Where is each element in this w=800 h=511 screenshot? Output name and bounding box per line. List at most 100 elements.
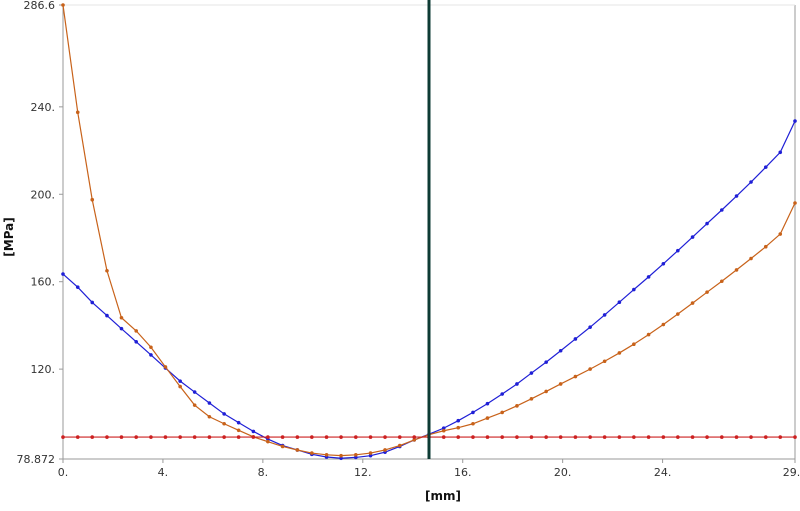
- data-point: [90, 300, 95, 305]
- data-point: [339, 453, 343, 458]
- data-point: [485, 401, 490, 406]
- data-point: [192, 390, 197, 394]
- data-point: [339, 456, 343, 461]
- data-point: [192, 435, 197, 439]
- data-point: [515, 435, 519, 439]
- data-point: [441, 428, 446, 433]
- data-point: [236, 420, 241, 425]
- data-point: [397, 443, 402, 448]
- data-point: [720, 279, 724, 284]
- data-point: [266, 435, 270, 439]
- data-point: [544, 389, 548, 394]
- data-point: [573, 435, 578, 439]
- data-point: [75, 110, 80, 115]
- data-point: [163, 435, 168, 439]
- data-point: [705, 435, 709, 439]
- data-point: [119, 326, 124, 331]
- ticks: 0. 4. 8. 12. 16. 20. 24. 29.3 78.872 120. 160. 200.…: [17, 0, 800, 479]
- data-point: [558, 382, 563, 386]
- data-point: [134, 435, 138, 439]
- data-point: [793, 201, 797, 205]
- data-point: [90, 197, 95, 202]
- data-point: [280, 435, 285, 439]
- data-point: [178, 435, 182, 439]
- data-point: [354, 435, 358, 439]
- data-point: [192, 403, 197, 407]
- data-point: [778, 150, 783, 155]
- data-point: [793, 119, 797, 123]
- data-point: [163, 365, 168, 369]
- data-point: [149, 435, 153, 439]
- data-point: [456, 435, 461, 439]
- y-tick-label: 200.: [31, 188, 56, 201]
- data-point: [441, 435, 446, 439]
- data-point: [134, 329, 138, 333]
- data-point: [646, 332, 651, 337]
- data-point: [383, 448, 387, 452]
- data-point: [251, 435, 256, 439]
- data-point: [661, 322, 666, 327]
- x-tick-label: 12.: [354, 466, 372, 479]
- data-point: [705, 221, 709, 226]
- data-point: [529, 435, 534, 439]
- data-point: [119, 435, 124, 439]
- data-point: [763, 435, 768, 439]
- data-point: [558, 435, 563, 439]
- y-tick-label: 120.: [31, 363, 56, 376]
- data-point: [778, 232, 783, 236]
- data-point: [676, 435, 680, 439]
- data-point: [763, 165, 768, 169]
- data-point: [602, 359, 607, 364]
- data-point: [720, 208, 724, 212]
- data-point: [412, 438, 417, 442]
- data-point: [471, 410, 475, 415]
- data-point: [324, 452, 329, 457]
- data-point: [588, 367, 592, 371]
- x-tick-label: 24.: [654, 466, 672, 479]
- data-point: [383, 435, 387, 439]
- data-point: [734, 435, 739, 439]
- data-point: [734, 268, 739, 272]
- data-point: [515, 404, 519, 408]
- data-point: [236, 428, 241, 433]
- data-point: [134, 339, 138, 344]
- data-point: [236, 435, 241, 439]
- data-point: [500, 435, 505, 439]
- data-point: [178, 384, 182, 389]
- data-point: [529, 397, 534, 401]
- data-point: [690, 301, 695, 305]
- data-point: [324, 435, 329, 439]
- data-point: [471, 435, 475, 439]
- data-point: [310, 451, 314, 455]
- data-point: [61, 435, 65, 439]
- data-point: [544, 360, 548, 364]
- data-point: [529, 371, 534, 375]
- data-point: [749, 435, 753, 439]
- data-point: [354, 455, 358, 460]
- x-tick-label: 8.: [258, 466, 269, 479]
- data-point: [690, 235, 695, 239]
- data-point: [646, 275, 651, 279]
- data-point: [456, 425, 461, 430]
- data-point: [749, 256, 753, 261]
- data-point: [251, 429, 256, 434]
- x-tick-label: 29.3: [783, 466, 800, 479]
- data-point: [676, 312, 680, 316]
- data-point: [280, 444, 285, 449]
- data-point: [207, 414, 212, 419]
- data-point: [105, 268, 109, 273]
- y-tick-label: 78.872: [17, 453, 56, 466]
- data-point: [793, 435, 797, 439]
- data-point: [149, 353, 153, 357]
- data-point: [222, 421, 226, 426]
- data-point: [61, 272, 65, 276]
- data-point: [368, 451, 373, 455]
- data-point: [61, 3, 65, 7]
- data-point: [602, 435, 607, 439]
- data-point: [368, 435, 373, 439]
- data-point: [617, 435, 622, 439]
- data-point: [354, 452, 358, 457]
- data-point: [90, 435, 95, 439]
- data-point: [749, 180, 753, 184]
